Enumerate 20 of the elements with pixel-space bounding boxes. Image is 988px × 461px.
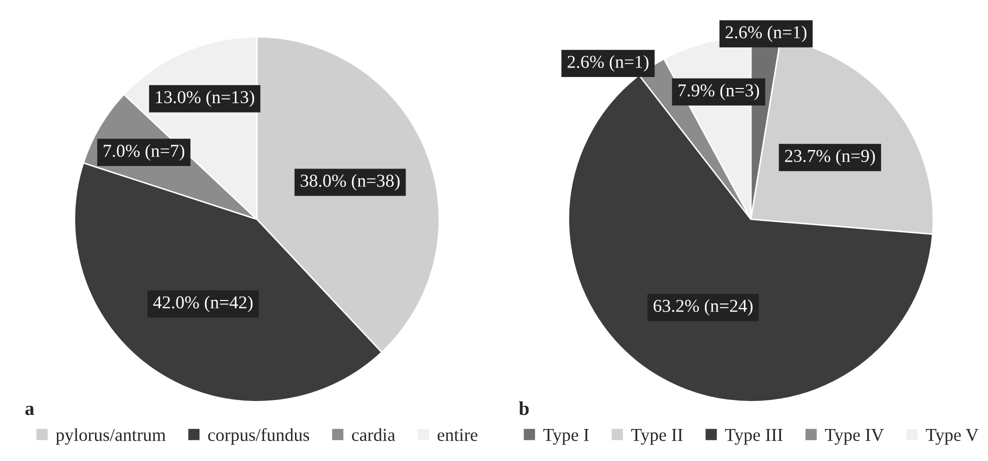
text: b xyxy=(518,401,529,416)
legend-label: Type III xyxy=(725,429,782,445)
legend-label: cardia xyxy=(352,428,396,442)
legend-label: pylorus/antrum xyxy=(56,428,166,445)
data-label: 7.9% (n=3) xyxy=(678,84,760,100)
legend-label: Type I xyxy=(543,429,589,445)
data-label: 2.6% (n=1) xyxy=(568,55,648,72)
data-label: 23.7% (n=9) xyxy=(785,149,875,166)
legend-label: Type V xyxy=(926,429,978,445)
data-label: 2.6% (n=1) xyxy=(726,26,806,42)
legend-label: entire xyxy=(438,428,478,442)
data-label: 7.0% (n=7) xyxy=(104,144,184,161)
data-label: 13.0% (n=13) xyxy=(156,90,254,107)
data-label: 38.0% (n=38) xyxy=(300,174,400,191)
legend-label: corpus/fundus xyxy=(208,428,310,445)
text: a xyxy=(25,406,34,416)
legend-label: Type II xyxy=(631,429,683,445)
data-label: 63.2% (n=24) xyxy=(654,299,753,316)
data-label: 42.0% (n=42) xyxy=(153,296,253,312)
legend-label: Type IV xyxy=(824,429,884,445)
